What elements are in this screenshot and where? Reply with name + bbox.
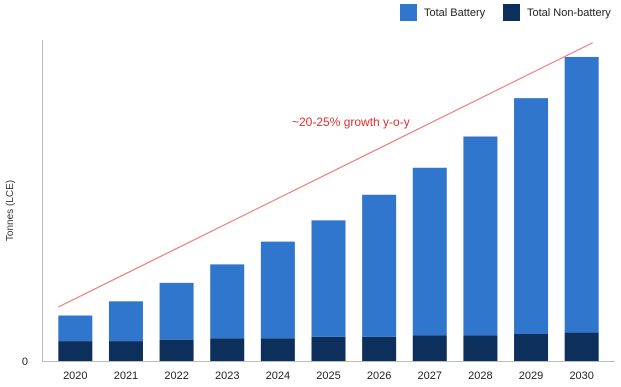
bar-total-non-battery-2023 xyxy=(210,338,245,361)
bar-total-non-battery-2030 xyxy=(564,332,599,361)
x-tick-label-2024: 2024 xyxy=(266,370,290,382)
bar-total-non-battery-2021 xyxy=(108,341,143,361)
x-tick-labels: 2020 2021 2022 2023 2024 2025 2026 2027 2028 2029… xyxy=(63,370,594,382)
growth-annotation: ~20-25% growth y-o-y xyxy=(292,115,410,129)
x-tick-label-2020: 2020 xyxy=(63,370,87,382)
x-tick-label-2030: 2030 xyxy=(569,370,593,382)
legend-label-total-non-battery: Total Non-battery xyxy=(527,7,611,19)
trend-line xyxy=(58,42,593,308)
x-tick-label-2029: 2029 xyxy=(519,370,543,382)
bar-total-non-battery-2022 xyxy=(159,339,194,361)
bar-total-battery-2025 xyxy=(311,220,346,337)
y-tick-label-0: 0 xyxy=(22,356,28,368)
bar-total-battery-2028 xyxy=(463,136,498,336)
x-tick-label-2025: 2025 xyxy=(316,370,340,382)
bar-total-battery-2024 xyxy=(260,241,295,339)
bar-total-battery-2023 xyxy=(210,264,245,339)
bar-total-battery-2020 xyxy=(58,315,93,342)
bar-total-non-battery-2020 xyxy=(58,341,93,361)
legend-swatch-total-non-battery xyxy=(503,4,520,21)
x-tick-label-2021: 2021 xyxy=(114,370,138,382)
x-tick-label-2023: 2023 xyxy=(215,370,239,382)
x-tick-label-2027: 2027 xyxy=(418,370,442,382)
legend-swatch-total-battery xyxy=(400,4,417,21)
bar-total-battery-2021 xyxy=(108,301,143,342)
bar-total-battery-2026 xyxy=(362,194,397,337)
bar-total-non-battery-2029 xyxy=(514,334,549,361)
bars-layer xyxy=(58,56,599,361)
bar-total-battery-2029 xyxy=(514,98,549,335)
bar-total-battery-2030 xyxy=(564,56,599,333)
bar-total-non-battery-2027 xyxy=(412,335,447,361)
bar-total-non-battery-2026 xyxy=(362,336,397,361)
y-axis-title: Tonnes (LCE) xyxy=(5,180,16,241)
y-tick-labels: 0 xyxy=(22,356,28,368)
x-tick-label-2028: 2028 xyxy=(468,370,492,382)
bar-total-battery-2027 xyxy=(412,167,447,336)
bar-total-battery-2022 xyxy=(159,282,194,340)
legend: Total Battery Total Non-battery xyxy=(400,4,611,21)
legend-label-total-battery: Total Battery xyxy=(424,7,486,19)
bar-total-non-battery-2025 xyxy=(311,336,346,361)
bar-total-non-battery-2028 xyxy=(463,335,498,361)
x-tick-label-2022: 2022 xyxy=(164,370,188,382)
bar-total-non-battery-2024 xyxy=(260,338,295,361)
x-tick-label-2026: 2026 xyxy=(367,370,391,382)
